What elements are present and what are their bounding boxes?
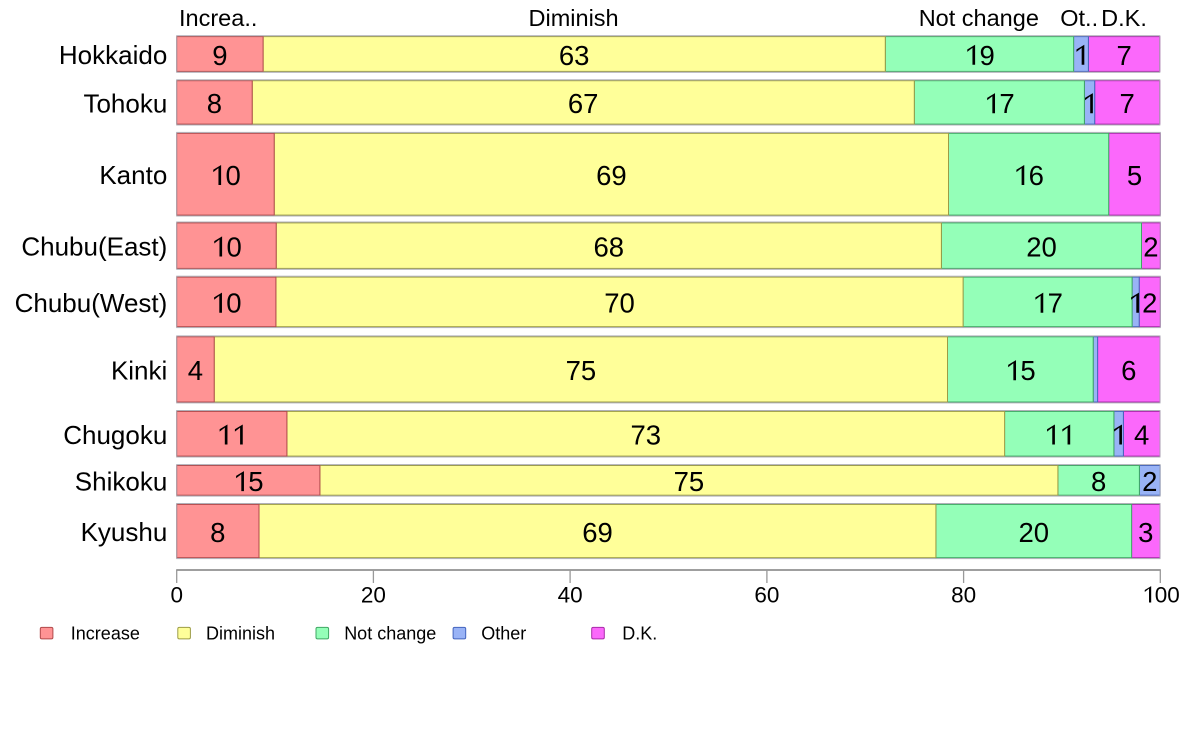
svg-text:8: 8 (207, 88, 222, 119)
svg-text:Other: Other (481, 624, 526, 644)
svg-text:Tohoku: Tohoku (83, 88, 167, 118)
svg-text:2: 2 (1142, 288, 1157, 319)
svg-text:0: 0 (225, 160, 240, 191)
svg-text:0: 0 (1167, 583, 1180, 608)
svg-text:20: 20 (1019, 517, 1050, 548)
svg-text:9: 9 (979, 40, 994, 71)
svg-text:Chugoku: Chugoku (63, 420, 167, 450)
svg-text:Not change: Not change (919, 5, 1039, 31)
svg-text:75: 75 (566, 355, 597, 386)
svg-text:0: 0 (226, 288, 241, 319)
svg-text:Kanto: Kanto (99, 160, 167, 190)
svg-text:63: 63 (559, 40, 590, 71)
svg-text:7: 7 (1116, 40, 1131, 71)
svg-text:2: 2 (1142, 466, 1157, 497)
svg-text:5: 5 (1127, 160, 1142, 191)
svg-text:2: 2 (1143, 231, 1158, 262)
svg-text:0: 0 (170, 583, 183, 608)
svg-text:7: 7 (999, 88, 1014, 119)
svg-text:69: 69 (582, 517, 613, 548)
svg-text:8: 8 (210, 517, 225, 548)
svg-text:Ot..: Ot.. (1060, 5, 1098, 31)
svg-text:9: 9 (212, 40, 227, 71)
svg-text:69: 69 (596, 160, 627, 191)
svg-text:Hokkaido: Hokkaido (59, 40, 167, 70)
svg-text:D.K.: D.K. (622, 624, 657, 644)
svg-text:6: 6 (1029, 160, 1044, 191)
svg-text:D.K.: D.K. (1101, 5, 1147, 31)
svg-text:Increase: Increase (71, 624, 140, 644)
svg-text:20: 20 (361, 583, 386, 608)
svg-text:Diminish: Diminish (529, 5, 619, 31)
svg-text:Increa..: Increa.. (179, 5, 257, 31)
svg-text:Shikoku: Shikoku (75, 466, 168, 496)
svg-text:67: 67 (568, 88, 599, 119)
svg-text:8: 8 (1091, 466, 1106, 497)
svg-text:7: 7 (1048, 288, 1063, 319)
svg-text:6: 6 (1121, 355, 1136, 386)
svg-text:Kinki: Kinki (111, 355, 167, 385)
svg-text:40: 40 (558, 583, 583, 608)
svg-text:0: 0 (1155, 583, 1168, 608)
svg-text:Kyushu: Kyushu (81, 517, 168, 547)
svg-text:80: 80 (951, 583, 976, 608)
svg-text:75: 75 (674, 466, 705, 497)
svg-text:5: 5 (248, 466, 263, 497)
svg-text:7: 7 (1120, 88, 1135, 119)
svg-text:73: 73 (631, 420, 662, 451)
svg-text:20: 20 (1026, 231, 1057, 262)
svg-text:68: 68 (594, 231, 625, 262)
svg-text:60: 60 (754, 583, 779, 608)
svg-text:Chubu(East): Chubu(East) (21, 232, 167, 262)
svg-text:Not change: Not change (344, 624, 436, 644)
svg-text:4: 4 (1134, 420, 1149, 451)
svg-text:Diminish: Diminish (206, 624, 275, 644)
svg-text:Chubu(West): Chubu(West) (15, 288, 168, 318)
svg-text:5: 5 (1020, 355, 1035, 386)
svg-text:4: 4 (188, 355, 203, 386)
svg-text:0: 0 (226, 231, 241, 262)
svg-text:70: 70 (604, 288, 635, 319)
svg-text:3: 3 (1138, 517, 1153, 548)
